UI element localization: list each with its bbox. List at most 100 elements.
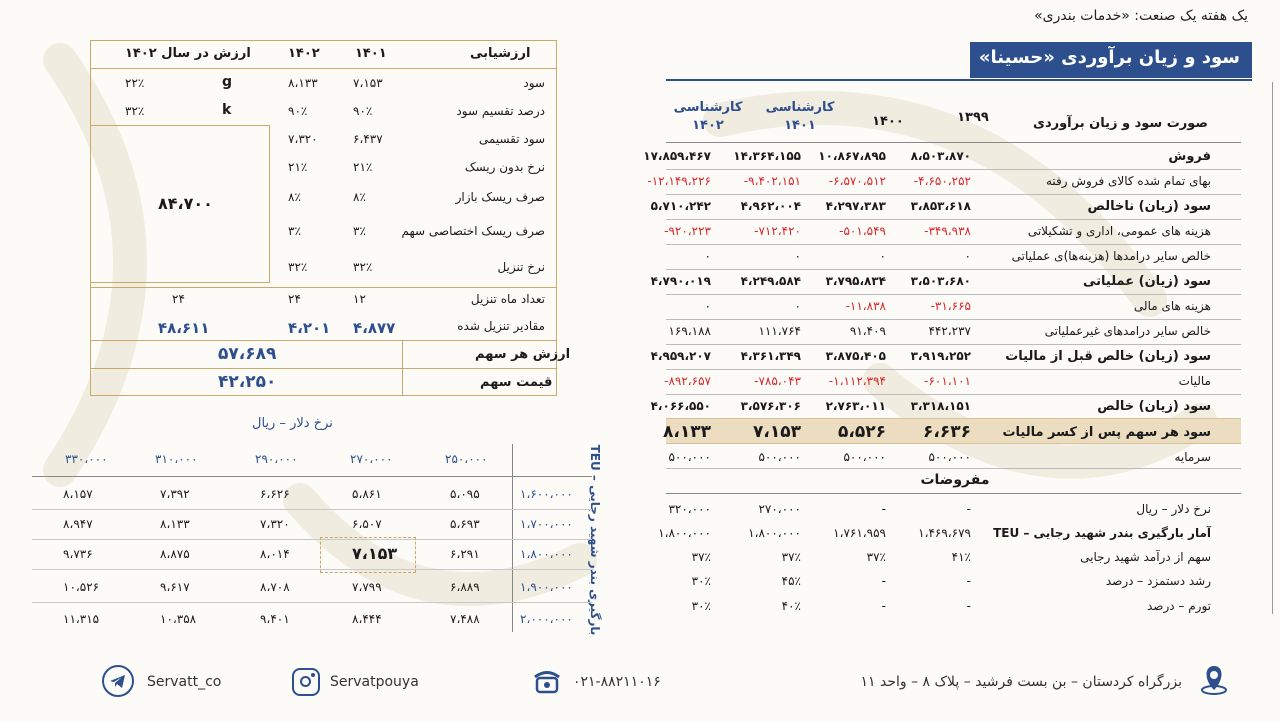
sensitivity-cell: ۸،۷۰۸	[260, 580, 290, 594]
pl-cell: ۱۶۹،۱۸۸	[668, 324, 711, 338]
pl-row-label: بهای تمام شده کالای فروش رفته	[1046, 174, 1211, 188]
pl-row: بهای تمام شده کالای فروش رفته -۴،۶۵۰،۲۵۲ -…	[647, 170, 1241, 195]
capital-cell: ۵۰۰،۰۰۰	[758, 450, 801, 464]
telegram-handle[interactable]: Servatt_co	[147, 674, 222, 690]
assumption-cell: ۱،۴۶۹،۶۷۹	[918, 526, 971, 540]
sensitivity-cell: ۸،۸۷۵	[160, 547, 190, 561]
pl-cell: ۱۱۱،۷۶۴	[758, 324, 801, 338]
pl-cell: ۴،۳۶۱،۳۴۹	[740, 349, 801, 363]
sensitivity-row-divider	[32, 569, 592, 570]
instagram-icon[interactable]	[292, 668, 320, 696]
pl-col-1399: ۱۳۹۹	[957, 110, 989, 125]
val-row-label: نرخ بدون ریسک	[464, 160, 545, 174]
sensitivity-row-divider	[32, 509, 592, 510]
sensitivity-cell: ۹،۶۱۷	[160, 580, 190, 594]
sensitivity-cell: ۱۱،۳۱۵	[63, 612, 100, 626]
pl-col-1400: ۱۴۰۰	[872, 114, 904, 129]
pl-cell: -۶۰۱،۱۰۱	[924, 374, 971, 388]
pl-row-label: هزینه های عمومی، اداری و تشکیلاتی	[1027, 224, 1211, 238]
pl-cell: ۰	[794, 249, 801, 263]
pl-row-divider	[666, 169, 1241, 170]
sensitivity-cell: ۵،۶۹۳	[450, 517, 480, 531]
val-mid-rule	[90, 287, 557, 288]
val-row-1402: ۲۴	[288, 292, 301, 306]
pl-col-1402-label: کارشناسی	[673, 100, 743, 115]
assumption-cell: ۳۰٪	[691, 574, 711, 588]
pl-header-divider	[666, 142, 1241, 143]
assumptions-divider	[666, 493, 1241, 494]
eps-highlight-band	[666, 418, 1241, 444]
sensitivity-cell: ۸،۱۳۳	[160, 517, 190, 531]
val-row-symbol-value: ۲۲٪	[125, 76, 145, 90]
sensitivity-cell: ۶،۸۸۹	[450, 580, 480, 594]
pl-cell: -۱،۱۱۲،۳۹۴	[828, 374, 886, 388]
pl-table-title: صورت سود و زیان برآوردی	[1033, 116, 1208, 131]
val-h-value: ارزش در سال ۱۴۰۲	[125, 46, 251, 61]
pl-cell: -۳۱،۶۶۵	[930, 299, 971, 313]
val-row-1401: ۶،۴۳۷	[353, 132, 383, 146]
assumption-cell: -	[966, 599, 971, 613]
assumption-cell: ۳۷٪	[691, 550, 711, 564]
per-share-value: ۵۷،۶۸۹	[218, 344, 277, 364]
sensitivity-cell: ۹،۷۳۶	[63, 547, 93, 561]
capital-cell: ۵۰۰،۰۰۰	[668, 450, 711, 464]
pl-row: هزینه های مالی -۳۱،۶۶۵ -۱۱،۸۳۸ ۰ ۰	[666, 295, 1241, 320]
assumption-row: آمار بارگیری بندر شهید رجایی – TEU ۱،۴۶۹،…	[658, 522, 1241, 547]
pl-row-divider	[666, 269, 1241, 270]
phone-number[interactable]: ۰۲۱-۸۸۲۱۱۰۱۶	[573, 674, 661, 690]
pl-cell: ۱۰،۸۶۷،۸۹۵	[818, 149, 886, 163]
telegram-icon[interactable]	[102, 665, 134, 697]
sensitivity-cell: ۱۰،۵۲۶	[63, 580, 100, 594]
sensitivity-col-header: ۲۷۰،۰۰۰	[350, 452, 393, 466]
sensitivity-row-header: ۱،۹۰۰،۰۰۰	[520, 580, 573, 594]
assumption-row: نرخ دلار – ریال - - ۲۷۰،۰۰۰ ۳۲۰،۰۰۰	[666, 498, 1241, 523]
pl-row-label: خالص سایر درامدهای غیرعملیاتی	[1044, 324, 1211, 338]
capital-divider	[666, 468, 1241, 469]
assumption-cell: ۳۷٪	[866, 550, 886, 564]
sensitivity-base-case-box	[320, 537, 416, 573]
pl-cell: -۹،۴۰۲،۱۵۱	[743, 174, 801, 188]
pl-cell: -۵۰۱،۵۴۹	[839, 224, 886, 238]
pl-row-label: سود (زیان) عملیاتی	[1082, 274, 1211, 289]
sensitivity-row-header: ۱،۷۰۰،۰۰۰	[520, 517, 573, 531]
pl-cell: ۰	[964, 249, 971, 263]
pl-cell: ۵،۷۱۰،۲۴۲	[650, 199, 711, 213]
val-row-1402: ۷،۳۲۰	[288, 132, 318, 146]
pl-cell: -۸۹۲،۶۵۷	[664, 374, 711, 388]
sensitivity-cell: ۵،۰۹۵	[450, 487, 480, 501]
pl-cell: ۴،۷۹۰،۰۱۹	[650, 274, 711, 288]
val-bottom-rule	[90, 340, 557, 341]
assumptions-title: مفروضات	[920, 472, 990, 488]
assumption-cell: -	[881, 599, 886, 613]
assumption-label: آمار بارگیری بندر شهید رجایی – TEU	[993, 526, 1211, 540]
val-row-1401: ۴،۸۷۷	[353, 319, 396, 337]
address-text: بزرگراه کردستان – بن بست فرشید – پلاک ۸ …	[860, 674, 1182, 690]
val-row-1402: ۳٪	[288, 224, 301, 238]
eps-cell: ۶،۶۳۶	[923, 422, 971, 442]
pl-row-divider	[666, 294, 1241, 295]
capital-cell: ۵۰۰،۰۰۰	[843, 450, 886, 464]
val-header-rule	[90, 68, 557, 69]
sensitivity-cell: ۸،۴۴۴	[352, 612, 382, 626]
assumption-cell: ۱،۸۰۰،۰۰۰	[748, 526, 801, 540]
sensitivity-row-divider	[32, 539, 592, 540]
sensitivity-y-title: بارگیری بندر شهید رجایی – TEU	[588, 444, 602, 636]
sensitivity-col-header: ۲۹۰،۰۰۰	[255, 452, 298, 466]
pl-cell: ۳،۵۷۶،۳۰۶	[740, 399, 801, 413]
sensitivity-row-divider	[32, 602, 592, 603]
assumption-cell: -	[881, 502, 886, 516]
val-row-1402: ۲۱٪	[288, 160, 308, 174]
sensitivity-row-header: ۱،۶۰۰،۰۰۰	[520, 487, 573, 501]
pl-cell: ۴،۲۴۹،۵۸۴	[740, 274, 801, 288]
capital-label: سرمایه	[1174, 450, 1211, 464]
pl-cell: ۳،۳۱۸،۱۵۱	[910, 399, 971, 413]
pl-cell: ۹۱،۴۰۹	[849, 324, 886, 338]
val-row-label: درصد تقسیم سود	[456, 104, 545, 118]
pl-row: فروش ۸،۵۰۳،۸۷۰ ۱۰،۸۶۷،۸۹۵ ۱۴،۳۶۴،۱۵۵ ۱۷،۸۵۹،…	[643, 145, 1241, 170]
sensitivity-col-header: ۳۳۰،۰۰۰	[65, 452, 108, 466]
val-row-1402: ۹۰٪	[288, 104, 308, 118]
pl-row-label: فروش	[1168, 149, 1211, 164]
instagram-handle[interactable]: Servatpouya	[330, 674, 419, 690]
sensitivity-cell: ۵،۸۶۱	[352, 487, 382, 501]
pl-cell: ۳،۷۹۵،۸۳۴	[825, 274, 886, 288]
